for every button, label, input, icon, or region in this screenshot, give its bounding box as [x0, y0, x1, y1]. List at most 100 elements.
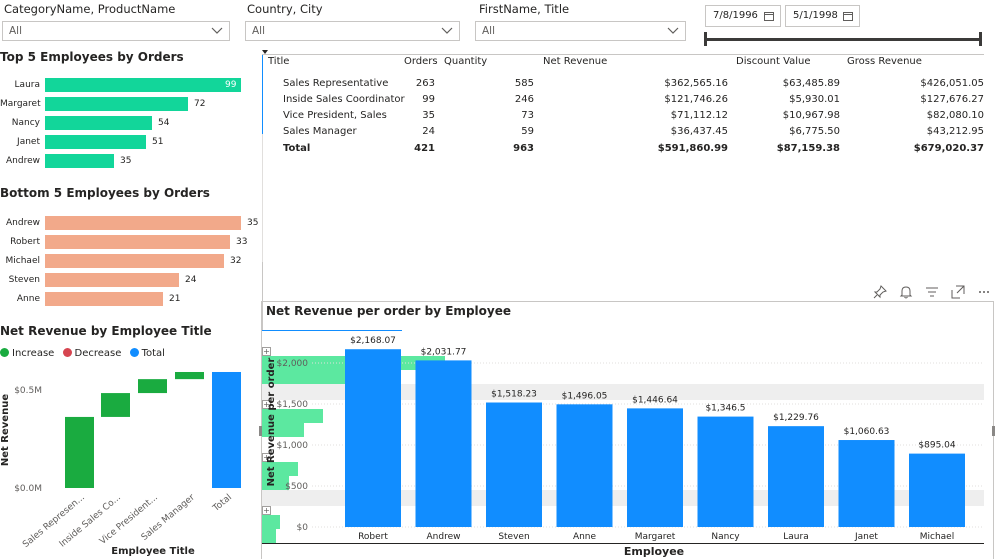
table-row[interactable]: [262, 331, 984, 347]
column-bar[interactable]: [768, 426, 824, 527]
netrev-x-axis-label: Employee: [624, 545, 684, 558]
discount-cell: $6,775.50: [789, 126, 840, 137]
bar-value-label: 99: [225, 80, 237, 90]
column-bar[interactable]: [909, 453, 965, 527]
column-highlight: [262, 330, 402, 331]
x-tick-label: Total: [211, 493, 234, 515]
expand-plus-icon[interactable]: +: [262, 347, 271, 356]
bar[interactable]: [45, 235, 230, 249]
date-end-input[interactable]: 5/1/1998: [785, 5, 860, 27]
x-tick-label: Robert: [358, 532, 388, 542]
legend-increase[interactable]: Increase: [0, 348, 54, 359]
column-bar[interactable]: [838, 440, 895, 527]
slicer-employee-dropdown[interactable]: All: [475, 21, 686, 41]
bar-value-label: 24: [185, 275, 197, 285]
expand-plus-icon[interactable]: +: [262, 400, 271, 409]
date-range-track[interactable]: [705, 38, 981, 41]
x-tick-label: Steven: [498, 532, 529, 542]
waterfall-bar[interactable]: [138, 379, 167, 394]
date-range-end-handle[interactable]: [979, 32, 982, 46]
bar[interactable]: [45, 273, 179, 287]
gross-revenue-cell: $426,051.05: [920, 78, 984, 89]
column-bar[interactable]: [345, 349, 401, 527]
gross-revenue-databar: [262, 476, 289, 490]
more-options-icon[interactable]: [977, 285, 991, 299]
calendar-icon[interactable]: [764, 11, 774, 21]
total-gross-revenue: $679,020.37: [913, 143, 984, 154]
data-label: $1,060.63: [844, 427, 890, 437]
expand-plus-icon[interactable]: +: [262, 453, 271, 462]
waterfall-y-axis-label: Net Revenue: [0, 394, 11, 466]
column-bar[interactable]: [415, 360, 472, 527]
bar[interactable]: [45, 216, 241, 230]
resize-handle-right[interactable]: [992, 426, 995, 436]
netrev-title: Net Revenue per order by Employee: [266, 304, 511, 318]
waterfall-bar[interactable]: [212, 371, 241, 488]
orders-cell: 99: [422, 94, 435, 105]
column-divider: [262, 134, 263, 198]
gross-revenue-cell: $127,676.27: [920, 94, 984, 105]
header-discount-value[interactable]: Discount Value: [736, 56, 811, 67]
net-revenue-databar: [262, 409, 323, 423]
slicer-category-dropdown[interactable]: All: [2, 21, 230, 41]
filter-icon[interactable]: [925, 285, 939, 299]
quantity-cell: 59: [521, 126, 534, 137]
calendar-icon[interactable]: [843, 11, 853, 21]
orders-cell: 24: [422, 126, 435, 137]
y-tick-label: $0.0M: [14, 484, 42, 494]
header-orders[interactable]: Orders: [404, 56, 438, 67]
bar[interactable]: [45, 154, 114, 168]
y-tick-label: $500: [285, 482, 308, 492]
data-label: $2,031.77: [421, 347, 467, 357]
bar[interactable]: [45, 135, 146, 149]
quantity-cell: 585: [514, 78, 534, 89]
column-bar[interactable]: [556, 404, 613, 527]
x-tick-label: Inside Sales Co...: [58, 493, 123, 550]
bar-value-label: 35: [120, 156, 132, 166]
bar[interactable]: [45, 292, 163, 306]
date-range-start-handle[interactable]: [704, 32, 707, 46]
discount-cell: $63,485.89: [782, 78, 840, 89]
bar-category-label: Margaret: [0, 99, 41, 109]
bar-category-label: Robert: [10, 237, 40, 247]
column-divider: [262, 55, 263, 134]
total-quantity: 963: [513, 143, 534, 154]
waterfall-bar[interactable]: [101, 393, 130, 417]
column-bar[interactable]: [697, 416, 754, 527]
discount-cell: $5,930.01: [789, 94, 840, 105]
bottom5-title: Bottom 5 Employees by Orders: [0, 186, 210, 200]
legend-total[interactable]: Total: [129, 348, 165, 359]
column-bar[interactable]: [486, 402, 542, 527]
bar-category-label: Janet: [17, 137, 40, 147]
bar[interactable]: [45, 97, 188, 111]
date-start-input[interactable]: 7/8/1996: [705, 5, 781, 27]
column-bar[interactable]: [627, 408, 683, 527]
bar[interactable]: [45, 254, 224, 268]
gross-revenue-databar: [262, 529, 276, 543]
pin-icon[interactable]: [873, 285, 887, 299]
slicer-country-dropdown[interactable]: All: [245, 21, 460, 41]
x-tick-label: Nancy: [711, 532, 740, 542]
bell-icon[interactable]: [899, 285, 913, 299]
bar-category-label: Andrew: [6, 156, 40, 166]
waterfall-bar[interactable]: [65, 416, 94, 488]
header-gross-revenue[interactable]: Gross Revenue: [847, 56, 922, 67]
header-title[interactable]: Title: [268, 56, 290, 67]
bar[interactable]: [45, 78, 241, 92]
sort-desc-icon[interactable]: [262, 50, 268, 54]
header-net-revenue[interactable]: Net Revenue: [543, 56, 608, 67]
y-tick-label: $2,000: [277, 359, 309, 369]
expand-plus-icon[interactable]: +: [262, 506, 271, 515]
y-tick-label: $0: [297, 523, 309, 533]
resize-handle-left[interactable]: [259, 426, 262, 436]
bar[interactable]: [45, 116, 152, 130]
legend-decrease[interactable]: Decrease: [62, 348, 121, 359]
waterfall-bar[interactable]: [175, 371, 204, 380]
slicer-country-value: All: [252, 25, 266, 37]
focus-mode-icon[interactable]: [951, 285, 965, 299]
data-label: $1,346.5: [705, 404, 745, 414]
x-tick-label: Anne: [573, 532, 597, 542]
header-quantity[interactable]: Quantity: [444, 56, 488, 67]
bar-category-label: Steven: [8, 275, 40, 285]
quantity-cell: 73: [521, 110, 534, 121]
